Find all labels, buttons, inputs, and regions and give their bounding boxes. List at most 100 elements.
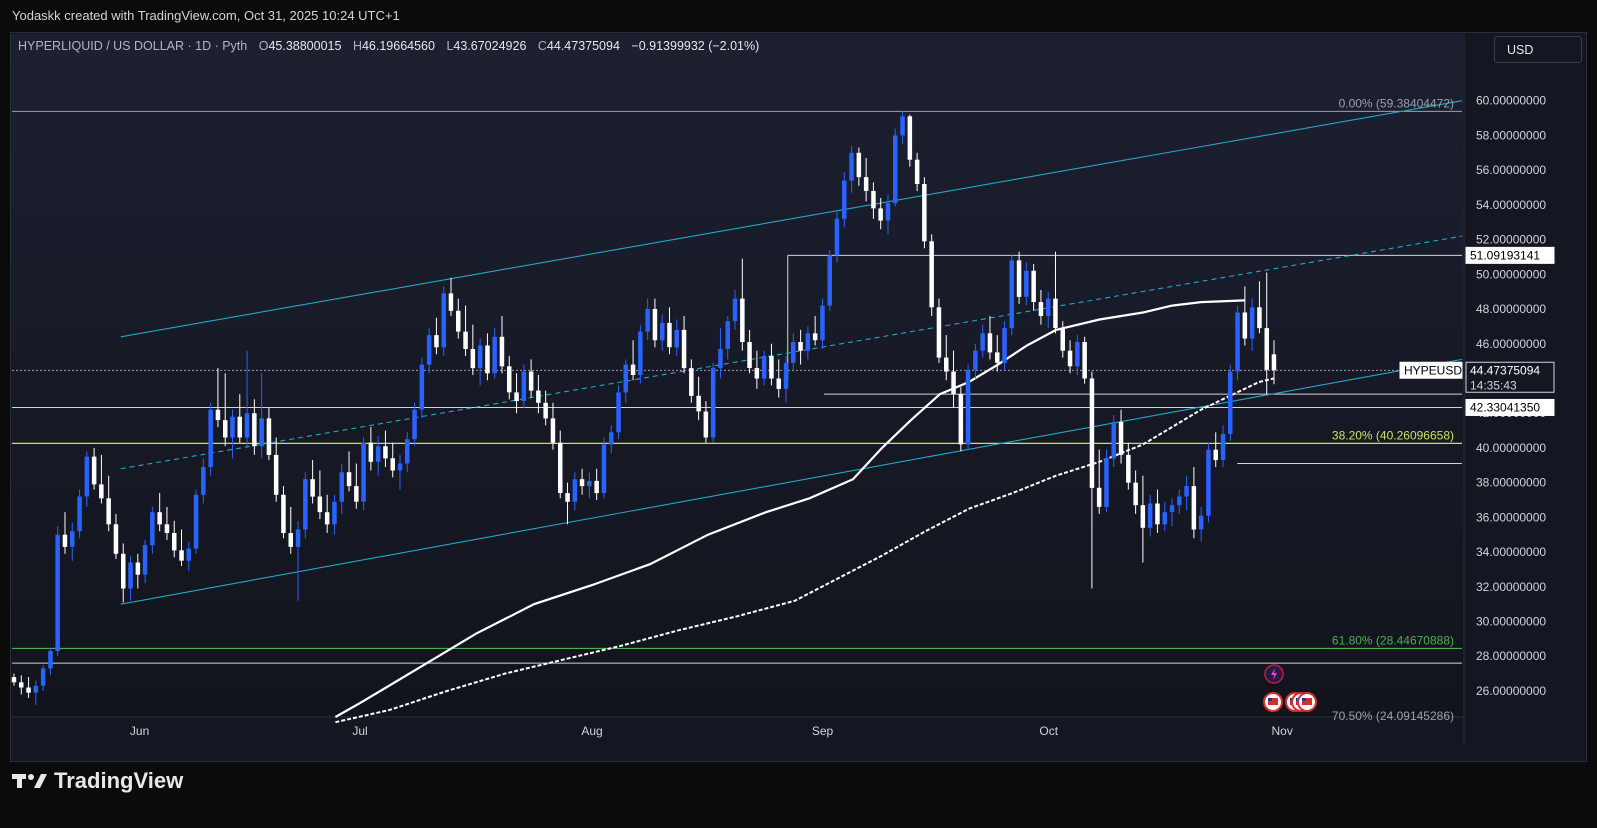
candle-body [980, 333, 985, 351]
candle-body [397, 463, 403, 471]
price-tick-label: 52.00000000 [1476, 233, 1546, 247]
currency-button[interactable]: USD [1494, 36, 1582, 63]
candle-body [958, 394, 964, 445]
candle-body [769, 355, 774, 379]
price-tick-label: 40.00000000 [1476, 441, 1546, 455]
price-label-51-bg [1465, 246, 1555, 264]
candle-body [863, 177, 869, 191]
candle-body [703, 411, 709, 438]
candle-body [820, 305, 825, 341]
candle-body [601, 444, 607, 493]
candle-body [543, 402, 548, 419]
candle-body [1191, 486, 1197, 530]
candle-body [244, 413, 250, 438]
candle-body [725, 321, 730, 349]
candle-body [1213, 449, 1218, 461]
candle-body [572, 479, 578, 502]
candle-body [456, 310, 461, 332]
tradingview-logo: TradingView [12, 768, 183, 794]
candle-body [1038, 302, 1044, 316]
candle-body [1067, 350, 1073, 367]
candle-body [259, 418, 264, 447]
candle-body [528, 371, 534, 391]
symbol-tag: HYPEUSD [1404, 363, 1462, 377]
candle-body [681, 329, 687, 369]
candle-body [295, 529, 301, 547]
candle-body [113, 524, 119, 554]
candle-body [55, 534, 60, 651]
candle-body [448, 293, 454, 311]
candle-body [252, 413, 257, 447]
time-tick-label: Nov [1272, 724, 1293, 738]
flag-stripe [1302, 698, 1312, 705]
candle-body [405, 439, 410, 464]
symbol-title[interactable]: HYPERLIQUID / US DOLLAR · 1D · Pyth [18, 39, 248, 53]
price-tick-label: 54.00000000 [1476, 198, 1546, 212]
candle-body [142, 545, 148, 575]
candle-body [652, 309, 658, 341]
price-tick-label: 26.00000000 [1476, 684, 1546, 698]
candle-body [893, 135, 898, 204]
candle-body [594, 480, 599, 494]
candle-body [900, 116, 905, 136]
candle-body [732, 298, 738, 322]
candle-body [215, 409, 221, 421]
candle-body [1111, 421, 1116, 459]
flag-canton [1268, 698, 1272, 701]
candle-body [1177, 496, 1182, 506]
fib-level-label: 38.20% (40.26096658) [1332, 428, 1454, 442]
candle-body [193, 494, 199, 549]
candle-body [273, 454, 279, 495]
candle-body [550, 418, 556, 443]
candle-body [91, 456, 97, 485]
candle-body [1009, 260, 1014, 329]
candle-body [1082, 342, 1087, 379]
price-label-51: 51.09193141 [1470, 248, 1540, 262]
candle-body [361, 442, 366, 502]
candle-body [1002, 328, 1007, 363]
price-tick-label: 50.00000000 [1476, 267, 1546, 281]
candle-body [521, 371, 527, 401]
candle-body [201, 467, 206, 495]
candle-body [332, 501, 337, 525]
flag-canton [1302, 698, 1306, 701]
fib-level-label: 0.00% (59.38404472) [1339, 96, 1454, 110]
candle-body [208, 409, 213, 467]
candle-body [62, 534, 68, 547]
candle-body [354, 486, 359, 502]
candle-body [237, 416, 242, 438]
candle-body [1198, 515, 1204, 530]
price-tick-label: 36.00000000 [1476, 510, 1546, 524]
symbol-info: HYPERLIQUID / US DOLLAR · 1D · Pyth O45.… [18, 39, 759, 53]
price-label-42-bg [1465, 398, 1555, 416]
candle-body [878, 208, 883, 221]
candle-body [973, 350, 978, 370]
candle-body [630, 364, 636, 375]
tradingview-logo-icon [12, 774, 47, 788]
change-value: −0.91399932 (−2.01%) [631, 39, 760, 53]
candle-body [710, 368, 716, 438]
candle-body [1155, 503, 1160, 525]
candle-body [944, 357, 949, 372]
candle-body [1126, 454, 1131, 483]
candle-body [1169, 505, 1175, 513]
time-tick-label: Jul [352, 724, 367, 738]
candle-body [11, 677, 17, 683]
candle-body [616, 392, 621, 433]
candle-body [871, 191, 876, 209]
time-tick-label: Oct [1039, 724, 1058, 738]
candle-body [558, 442, 563, 493]
candle-body [1147, 503, 1153, 528]
candle-body [485, 345, 490, 374]
candle-body [761, 355, 767, 379]
candle-body [463, 331, 468, 349]
candle-body [805, 333, 811, 351]
candle-body [1235, 312, 1240, 372]
candle-body [150, 512, 155, 546]
candle-body [674, 329, 679, 348]
candle-body [718, 349, 723, 369]
candle-body [1104, 458, 1109, 507]
candle-body [164, 524, 170, 533]
candle-body [849, 152, 854, 181]
